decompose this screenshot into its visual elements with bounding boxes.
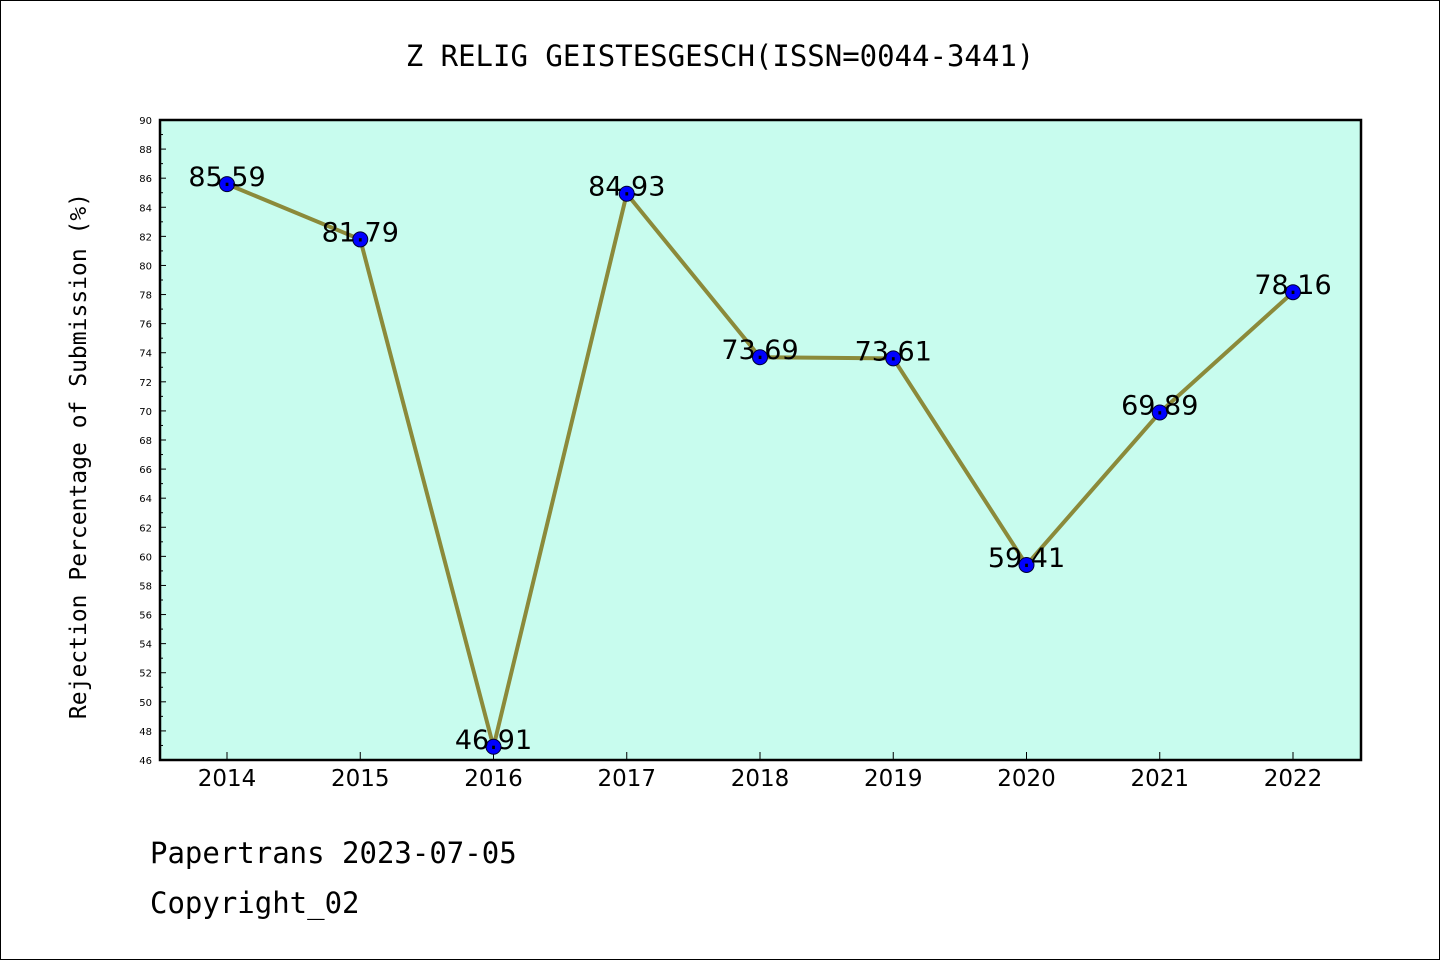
x-tick-label: 2020 xyxy=(997,766,1056,792)
y-axis-label: Rejection Percentage of Submission (%) xyxy=(66,193,92,719)
y-tick-label: 56 xyxy=(139,611,152,622)
y-tick-label: 48 xyxy=(139,727,152,738)
y-tick-label: 72 xyxy=(139,378,152,389)
data-label: 46.91 xyxy=(455,725,532,756)
y-tick-label: 64 xyxy=(139,494,152,505)
y-tick-label: 78 xyxy=(139,291,152,302)
y-tick-label: 62 xyxy=(139,523,152,534)
y-tick-label: 70 xyxy=(139,407,152,418)
y-tick-label: 52 xyxy=(139,669,152,680)
data-point xyxy=(352,231,369,248)
data-label: 73.61 xyxy=(855,336,932,367)
y-tick-label: 82 xyxy=(139,232,152,243)
y-tick-label: 54 xyxy=(139,640,152,651)
data-point xyxy=(1285,284,1301,301)
data-point xyxy=(1151,404,1168,421)
y-tick-label: 76 xyxy=(139,320,152,331)
y-tick-label: 88 xyxy=(139,145,152,156)
x-tick-label: 2016 xyxy=(464,766,523,792)
y-tick-label: 90 xyxy=(139,116,152,127)
data-label: 59.41 xyxy=(988,543,1065,574)
x-tick-label: 2022 xyxy=(1264,766,1323,792)
data-label: 81.79 xyxy=(322,217,399,248)
x-tick-label: 2019 xyxy=(864,766,923,792)
y-tick-label: 60 xyxy=(139,552,152,563)
x-tick-label: 2014 xyxy=(198,766,257,792)
y-tick-label: 74 xyxy=(139,349,152,360)
footer-copyright: Copyright_02 xyxy=(150,886,360,920)
data-point xyxy=(752,349,768,366)
y-tick-label: 68 xyxy=(139,436,152,447)
data-point xyxy=(618,185,635,202)
y-tick-label: 46 xyxy=(139,756,152,767)
y-tick-label: 66 xyxy=(139,465,152,476)
plot-border xyxy=(158,118,1363,762)
x-tick-label: 2021 xyxy=(1130,766,1189,792)
data-point xyxy=(885,350,902,367)
y-tick-label: 50 xyxy=(139,698,152,709)
x-tick-label: 2018 xyxy=(731,766,790,792)
x-tick-label: 2015 xyxy=(331,766,390,792)
data-point xyxy=(219,176,235,193)
chart-title: Z RELIG GEISTESGESCH(ISSN=0044-3441) xyxy=(406,39,1035,73)
data-label: 84.93 xyxy=(588,172,665,203)
y-tick-label: 84 xyxy=(139,203,152,214)
plot-area xyxy=(160,120,1361,760)
x-tick-label: 2017 xyxy=(597,766,656,792)
data-label: 69.89 xyxy=(1121,391,1198,422)
data-label: 85.59 xyxy=(188,162,265,193)
data-point xyxy=(1018,556,1035,573)
data-label: 78.16 xyxy=(1254,270,1331,301)
y-tick-label: 86 xyxy=(139,174,152,185)
data-point xyxy=(485,738,502,755)
y-tick-label: 80 xyxy=(139,261,152,272)
footer-source: Papertrans 2023-07-05 xyxy=(150,836,517,870)
data-label: 73.69 xyxy=(721,335,798,366)
y-tick-label: 58 xyxy=(139,581,152,592)
